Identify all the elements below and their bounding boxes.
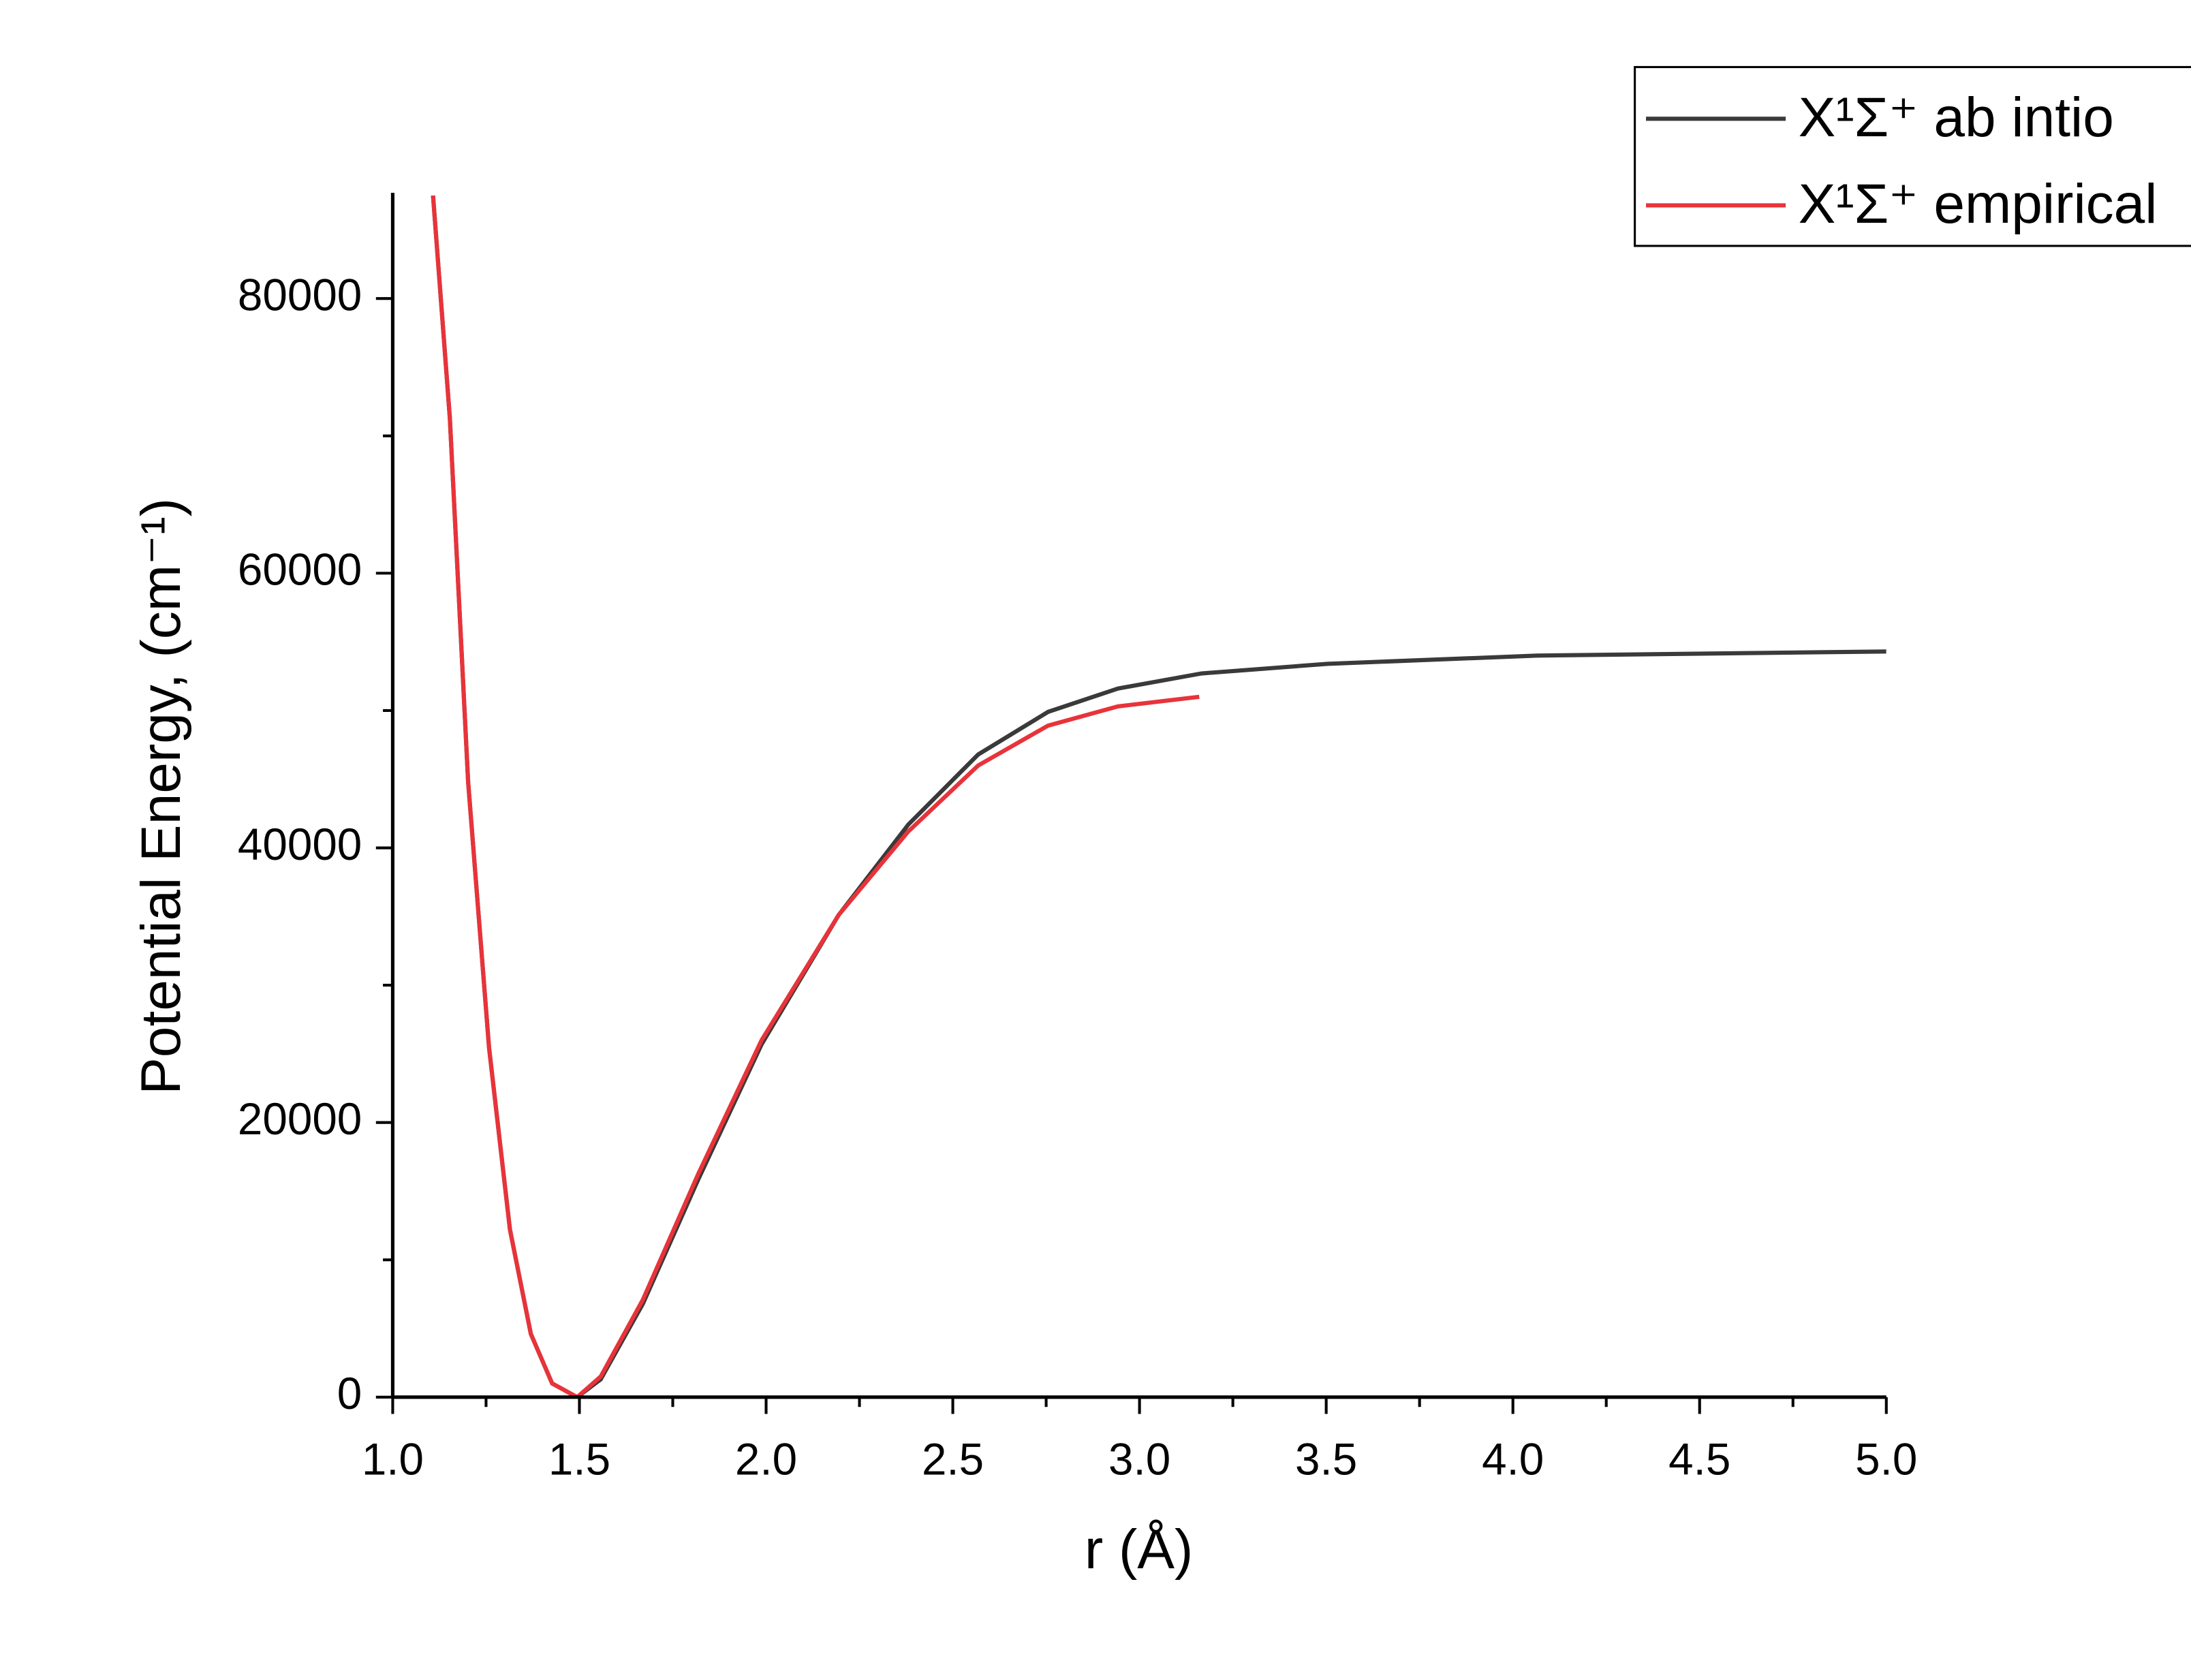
y-tick-label: 20000 xyxy=(238,1094,362,1144)
x-tick-label: 5.0 xyxy=(1855,1435,1917,1484)
y-axis-label: Potential Energy, (cm⁻¹) xyxy=(130,498,192,1095)
y-tick-label: 40000 xyxy=(238,820,362,869)
x-tick-label: 2.5 xyxy=(922,1435,984,1484)
x-tick-label: 4.0 xyxy=(1482,1435,1544,1484)
y-tick-label: 80000 xyxy=(238,270,362,320)
legend-box xyxy=(1634,65,2191,247)
x-tick-label: 2.0 xyxy=(735,1435,797,1484)
legend-label: X¹Σ⁺ ab intio xyxy=(1799,87,2114,149)
x-tick-label: 4.5 xyxy=(1668,1435,1730,1484)
x-tick-label: 3.5 xyxy=(1295,1435,1357,1484)
y-tick-label: 0 xyxy=(337,1369,362,1418)
x-axis-label: r (Å) xyxy=(1085,1519,1193,1581)
x-tick-label: 1.5 xyxy=(548,1435,610,1484)
x-tick-label: 1.0 xyxy=(362,1435,424,1484)
line-series xyxy=(431,195,1886,1397)
legend-label: X¹Σ⁺ empirical xyxy=(1799,173,2158,235)
line-series xyxy=(431,195,1200,1397)
x-tick-label: 3.0 xyxy=(1108,1435,1170,1484)
y-tick-label: 60000 xyxy=(238,545,362,595)
